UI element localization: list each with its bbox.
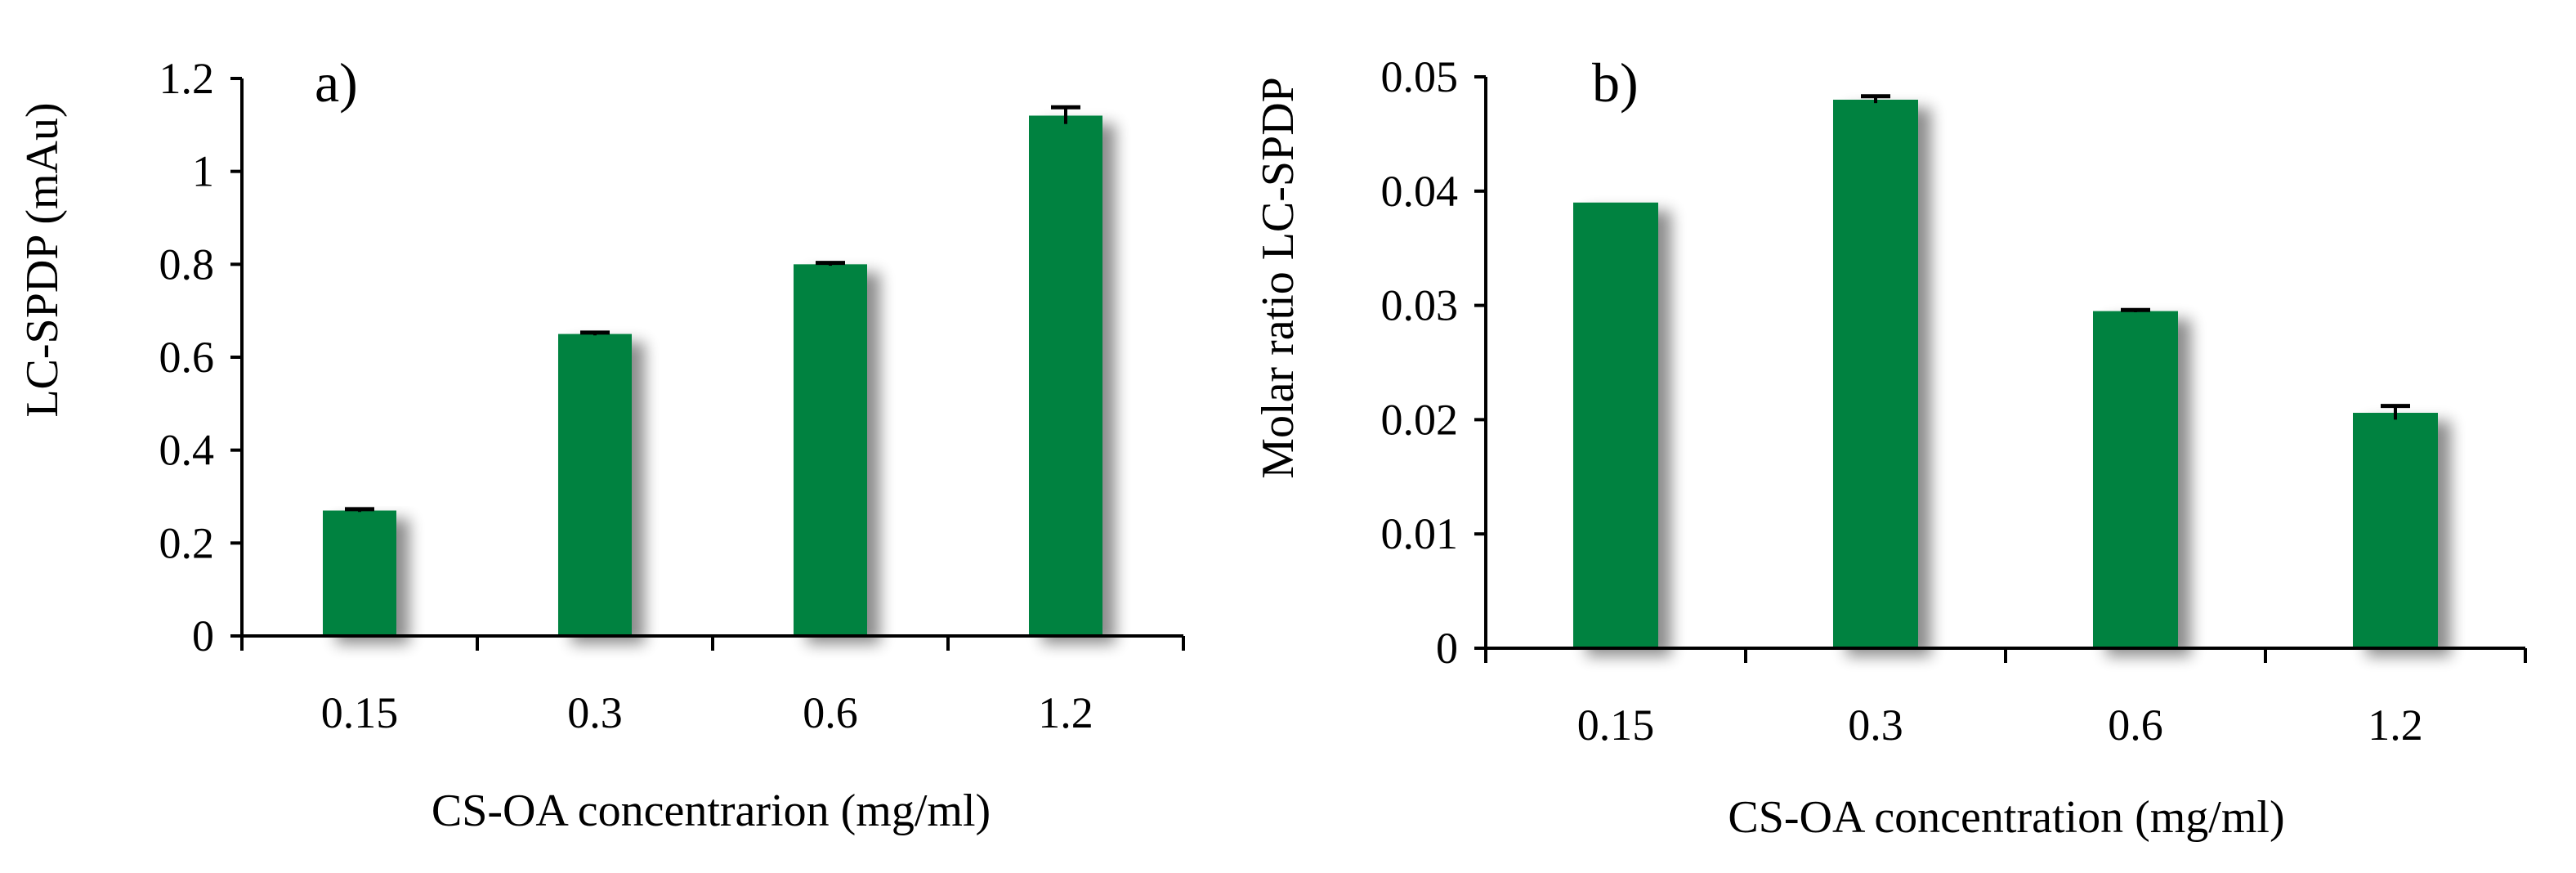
panel-b-y-axis-title: Molar ratio LC-SPDP xyxy=(1253,77,1304,479)
panel-b-y-tick-label: 0.02 xyxy=(1381,395,1459,444)
panel-b-y-tick-label: 0.05 xyxy=(1381,52,1459,101)
panel-b-label: b) xyxy=(1592,51,1639,114)
panel-b-y-tick-label: 0.04 xyxy=(1381,167,1459,216)
panel-a-label: a) xyxy=(315,51,358,114)
panel-b-bar xyxy=(2093,311,2178,648)
panel-b-bar xyxy=(1573,202,1658,648)
panel-b-y-tick-label: 0 xyxy=(1436,624,1458,673)
panel-b-y-tick-label: 0.01 xyxy=(1381,509,1459,558)
panel-a-y-tick-label: 1 xyxy=(192,147,214,196)
panel-a-y-tick-label: 0.8 xyxy=(159,240,215,289)
panel-b-bar xyxy=(1833,99,1918,648)
panel-b-y-tick-label: 0.03 xyxy=(1381,281,1459,330)
panel-a-bar xyxy=(323,510,396,636)
panel-a-x-tick-label: 0.6 xyxy=(803,688,858,737)
panel-a-x-tick-label: 0.3 xyxy=(567,688,623,737)
panel-a-y-tick-label: 0.4 xyxy=(159,426,215,475)
panel-b: b) Molar ratio LC-SPDP CS-OA concentrati… xyxy=(1253,51,2527,843)
panel-a-bar xyxy=(1029,115,1102,636)
panel-a-plot: 0 0.2 0.4 0.6 0.8 1 1.2 0.15 0.3 0.6 1.2 xyxy=(159,54,1185,737)
panel-a-x-tick-label: 1.2 xyxy=(1038,688,1093,737)
panel-a-bar xyxy=(794,264,867,636)
panel-a-y-tick-label: 0 xyxy=(192,611,214,660)
panel-b-x-tick-label: 0.15 xyxy=(1577,701,1655,750)
panel-a-y-tick-label: 0.2 xyxy=(159,518,215,567)
panel-b-x-axis-title: CS-OA concentration (mg/ml) xyxy=(1728,792,2284,843)
panel-b-x-tick-label: 0.3 xyxy=(1848,701,1903,750)
panel-b-x-tick-label: 0.6 xyxy=(2108,701,2163,750)
panel-a-x-tick-label: 0.15 xyxy=(321,688,399,737)
panel-a-x-axis-title: CS-OA concentrarion (mg/ml) xyxy=(432,786,991,836)
panel-a-y-axis-title: LC-SPDP (mAu) xyxy=(17,102,68,417)
panel-b-bar xyxy=(2353,413,2438,648)
panel-b-plot: 0 0.01 0.02 0.03 0.04 0.05 0.15 0.3 0.6 1.2 xyxy=(1381,52,2527,750)
panel-a-y-tick-label: 0.6 xyxy=(159,333,215,382)
panel-b-x-tick-label: 1.2 xyxy=(2368,701,2423,750)
panel-a-bar xyxy=(558,334,632,636)
panel-a-y-tick-label: 1.2 xyxy=(159,54,215,103)
panel-a: a) LC-SPDP (mAu) CS-OA concentrarion (mg… xyxy=(17,51,1185,836)
